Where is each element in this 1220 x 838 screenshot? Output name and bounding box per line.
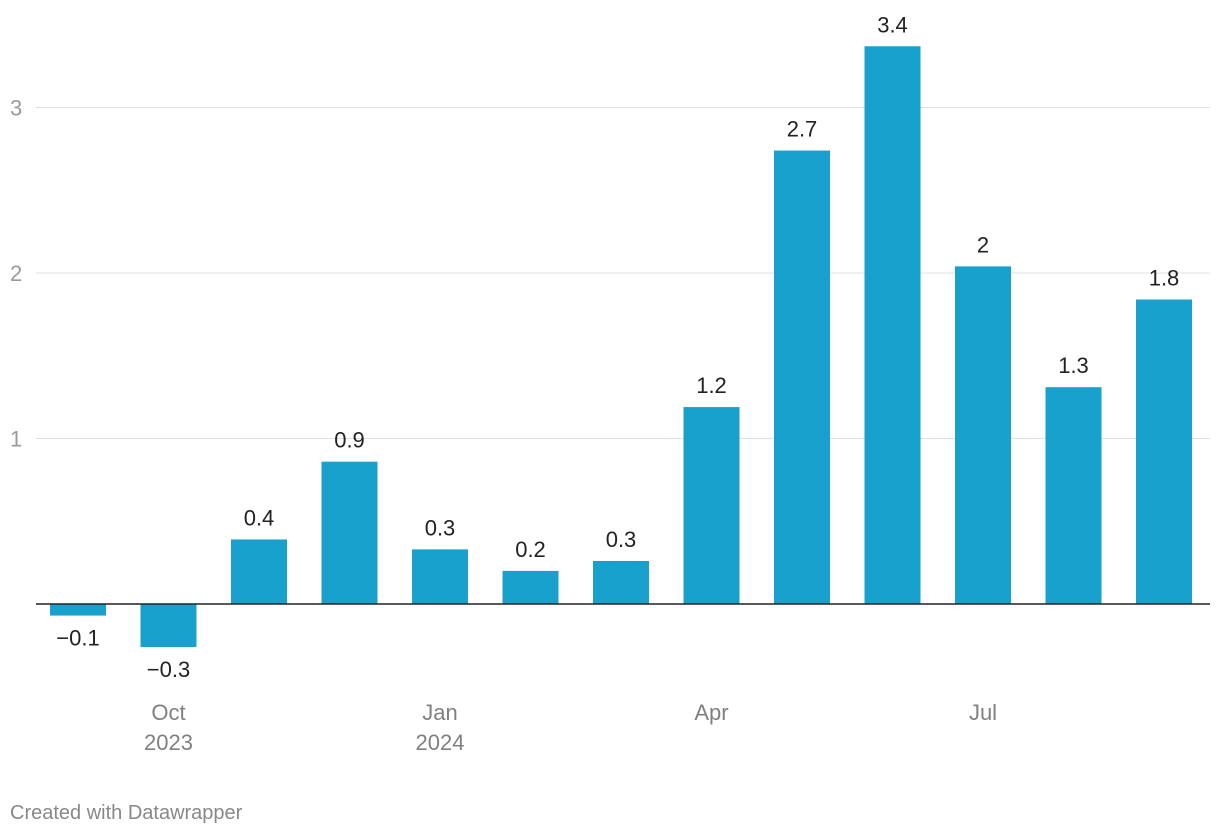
bar-data-label: 0.3 bbox=[425, 515, 456, 540]
bar-chart: 1 2 3 −0.1 −0.3 0.4 0.9 0.3 0.2 0.3 1.2 2.7 3.4 2 1.3… bbox=[10, 12, 1210, 755]
y-tick-label: 3 bbox=[10, 96, 22, 121]
bar-data-label: −0.3 bbox=[147, 657, 190, 682]
datawrapper-credit: Created with Datawrapper bbox=[10, 802, 243, 824]
bar-data-label: 0.4 bbox=[244, 505, 275, 530]
bar-data-label: 2.7 bbox=[787, 117, 818, 142]
bar bbox=[774, 150, 830, 604]
bar-data-label: 2 bbox=[977, 232, 989, 257]
y-tick-label: 1 bbox=[10, 427, 22, 452]
bar-data-label: 0.3 bbox=[606, 527, 637, 552]
x-axis: Oct 2023 Jan 2024 Apr Jul bbox=[36, 603, 1210, 755]
x-tick-label: Oct bbox=[151, 700, 185, 725]
bar-data-label: 1.2 bbox=[696, 373, 727, 398]
y-tick-label: 2 bbox=[10, 261, 22, 286]
x-tick-label: 2024 bbox=[416, 730, 465, 755]
bars bbox=[50, 46, 1192, 648]
bar-data-label: 0.9 bbox=[334, 428, 365, 453]
x-tick-label: 2023 bbox=[144, 730, 193, 755]
bar-data-label: −0.1 bbox=[56, 626, 99, 651]
bar bbox=[1045, 387, 1102, 604]
x-tick-label: Jul bbox=[969, 700, 997, 725]
bar bbox=[593, 560, 649, 604]
bar bbox=[321, 461, 378, 604]
bar bbox=[955, 266, 1011, 604]
bar-data-label: 0.2 bbox=[515, 537, 546, 562]
bar bbox=[1136, 299, 1192, 604]
bar-data-label: 1.3 bbox=[1058, 353, 1089, 378]
gridlines: 1 2 3 bbox=[10, 96, 1210, 452]
bar bbox=[140, 604, 197, 648]
bar bbox=[683, 407, 740, 604]
bar-data-label: 1.8 bbox=[1149, 265, 1180, 290]
bar bbox=[864, 46, 921, 604]
bar-data-label: 3.4 bbox=[877, 12, 908, 37]
x-tick-label: Jan bbox=[422, 700, 457, 725]
x-tick-label: Apr bbox=[694, 700, 728, 725]
bar bbox=[502, 570, 559, 604]
bar bbox=[412, 549, 468, 604]
bar bbox=[231, 539, 287, 604]
bar-data-labels: −0.1 −0.3 0.4 0.9 0.3 0.2 0.3 1.2 2.7 3.4 2 1.3 1.8 bbox=[56, 12, 1179, 682]
bar bbox=[50, 604, 106, 616]
